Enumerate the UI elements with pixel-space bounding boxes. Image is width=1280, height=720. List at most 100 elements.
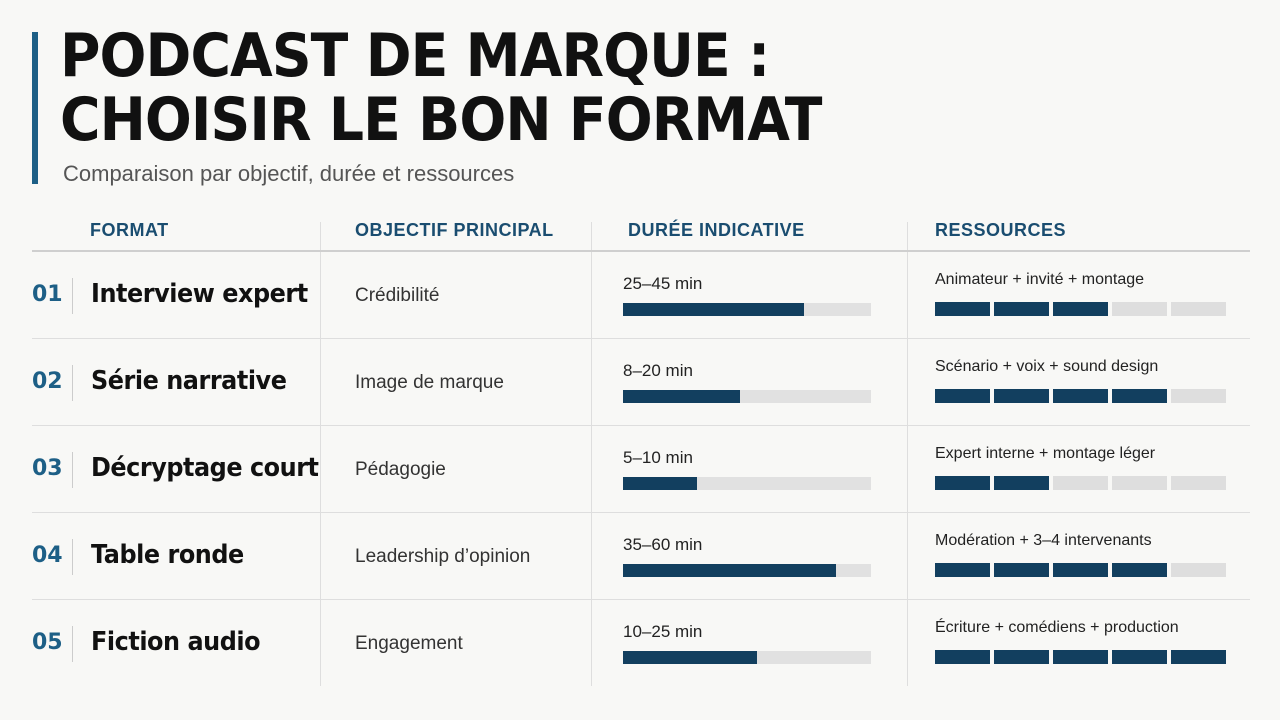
resource-level-block: [1171, 650, 1226, 664]
row-number-divider: [72, 278, 73, 314]
row-number-divider: [72, 626, 73, 662]
column-divider: [591, 513, 592, 599]
resource-level-block: [1053, 476, 1108, 490]
table-row: 03 Décryptage court Pédagogie 5–10 min Exper…: [32, 426, 1250, 513]
column-header-objective: OBJECTIF PRINCIPAL: [355, 220, 554, 240]
duration-bar: [623, 477, 871, 490]
row-number: 04: [32, 543, 63, 568]
column-divider: [320, 426, 321, 512]
column-divider: [907, 252, 908, 338]
resources-level-meter: [935, 302, 1226, 316]
duration-bar-fill: [623, 477, 698, 490]
table-row: 05 Fiction audio Engagement 10–25 min Écritu…: [32, 600, 1250, 686]
row-number-divider: [72, 539, 73, 575]
resources-label: Animateur + invité + montage: [935, 271, 1145, 288]
resource-level-block: [1112, 476, 1167, 490]
resource-level-block: [1112, 389, 1167, 403]
duration-bar: [623, 651, 871, 664]
column-divider: [907, 600, 908, 686]
resources-label: Modération + 3–4 intervenants: [935, 532, 1152, 549]
resource-level-block: [994, 650, 1049, 664]
row-number: 03: [32, 456, 63, 481]
table-row: 01 Interview expert Crédibilité 25–45 min An…: [32, 252, 1250, 339]
column-divider: [591, 339, 592, 425]
row-number: 02: [32, 369, 63, 394]
column-divider: [591, 600, 592, 686]
page-subtitle: Comparaison par objectif, durée et resso…: [63, 161, 515, 186]
objective-text: Leadership d’opinion: [355, 546, 531, 567]
column-divider: [591, 252, 592, 338]
format-name: Table ronde: [91, 540, 244, 570]
resource-level-block: [1053, 302, 1108, 316]
column-divider: [320, 339, 321, 425]
format-name: Interview expert: [91, 279, 308, 309]
duration-label: 8–20 min: [623, 361, 693, 380]
resource-level-block: [935, 476, 990, 490]
column-divider: [320, 513, 321, 599]
duration-bar-fill: [623, 390, 740, 403]
column-divider: [320, 252, 321, 338]
column-divider: [907, 339, 908, 425]
duration-label: 25–45 min: [623, 274, 703, 293]
resources-level-meter: [935, 476, 1226, 490]
resource-level-block: [1112, 650, 1167, 664]
duration-bar-fill: [623, 564, 837, 577]
comparison-table: FORMAT OBJECTIF PRINCIPAL DURÉE INDICATI…: [32, 210, 1250, 686]
resource-level-block: [1171, 302, 1226, 316]
column-header-resources: RESSOURCES: [935, 220, 1067, 240]
resource-level-block: [935, 302, 990, 316]
resource-level-block: [1053, 389, 1108, 403]
column-divider: [907, 426, 908, 512]
format-name: Fiction audio: [91, 627, 261, 657]
resource-level-block: [1112, 302, 1167, 316]
column-divider: [591, 426, 592, 512]
row-number-divider: [72, 452, 73, 488]
resource-level-block: [1171, 389, 1226, 403]
duration-label: 35–60 min: [623, 535, 703, 554]
column-header-format: FORMAT: [90, 220, 169, 240]
duration-bar-fill: [623, 303, 805, 316]
resources-level-meter: [935, 650, 1226, 664]
table-row: 04 Table ronde Leadership d’opinion 35–60 m…: [32, 513, 1250, 600]
column-header-duration: DURÉE INDICATIVE: [628, 220, 805, 240]
resource-level-block: [994, 476, 1049, 490]
objective-text: Image de marque: [355, 372, 504, 393]
format-name: Décryptage court: [91, 453, 319, 483]
duration-bar-fill: [623, 651, 757, 664]
resource-level-block: [935, 650, 990, 664]
objective-text: Engagement: [355, 633, 463, 654]
column-divider: [320, 600, 321, 686]
duration-label: 10–25 min: [623, 622, 703, 641]
column-divider: [907, 513, 908, 599]
title-line-1: PODCAST DE MARQUE :: [60, 21, 770, 91]
duration-bar: [623, 390, 871, 403]
title-accent-bar: [32, 32, 38, 184]
resource-level-block: [935, 389, 990, 403]
table-header: FORMAT OBJECTIF PRINCIPAL DURÉE INDICATI…: [32, 210, 1250, 252]
column-divider: [591, 222, 592, 250]
resource-level-block: [1053, 563, 1108, 577]
resource-level-block: [994, 302, 1049, 316]
row-number-divider: [72, 365, 73, 401]
page-title: PODCAST DE MARQUE : CHOISIR LE BON FORMA…: [60, 24, 822, 152]
duration-label: 5–10 min: [623, 448, 693, 467]
objective-text: Pédagogie: [355, 459, 446, 480]
title-line-2: CHOISIR LE BON FORMAT: [60, 85, 822, 155]
resource-level-block: [994, 563, 1049, 577]
resource-level-block: [1112, 563, 1167, 577]
resource-level-block: [1171, 563, 1226, 577]
duration-bar: [623, 303, 871, 316]
row-number: 01: [32, 282, 63, 307]
resources-level-meter: [935, 563, 1226, 577]
resources-label: Expert interne + montage léger: [935, 445, 1156, 462]
table-row: 02 Série narrative Image de marque 8–20 min…: [32, 339, 1250, 426]
resource-level-block: [1171, 476, 1226, 490]
resources-label: Scénario + voix + sound design: [935, 358, 1159, 375]
format-name: Série narrative: [91, 366, 287, 396]
resources-level-meter: [935, 389, 1226, 403]
column-divider: [907, 222, 908, 250]
objective-text: Crédibilité: [355, 285, 440, 306]
duration-bar: [623, 564, 871, 577]
column-divider: [320, 222, 321, 250]
resource-level-block: [1053, 650, 1108, 664]
